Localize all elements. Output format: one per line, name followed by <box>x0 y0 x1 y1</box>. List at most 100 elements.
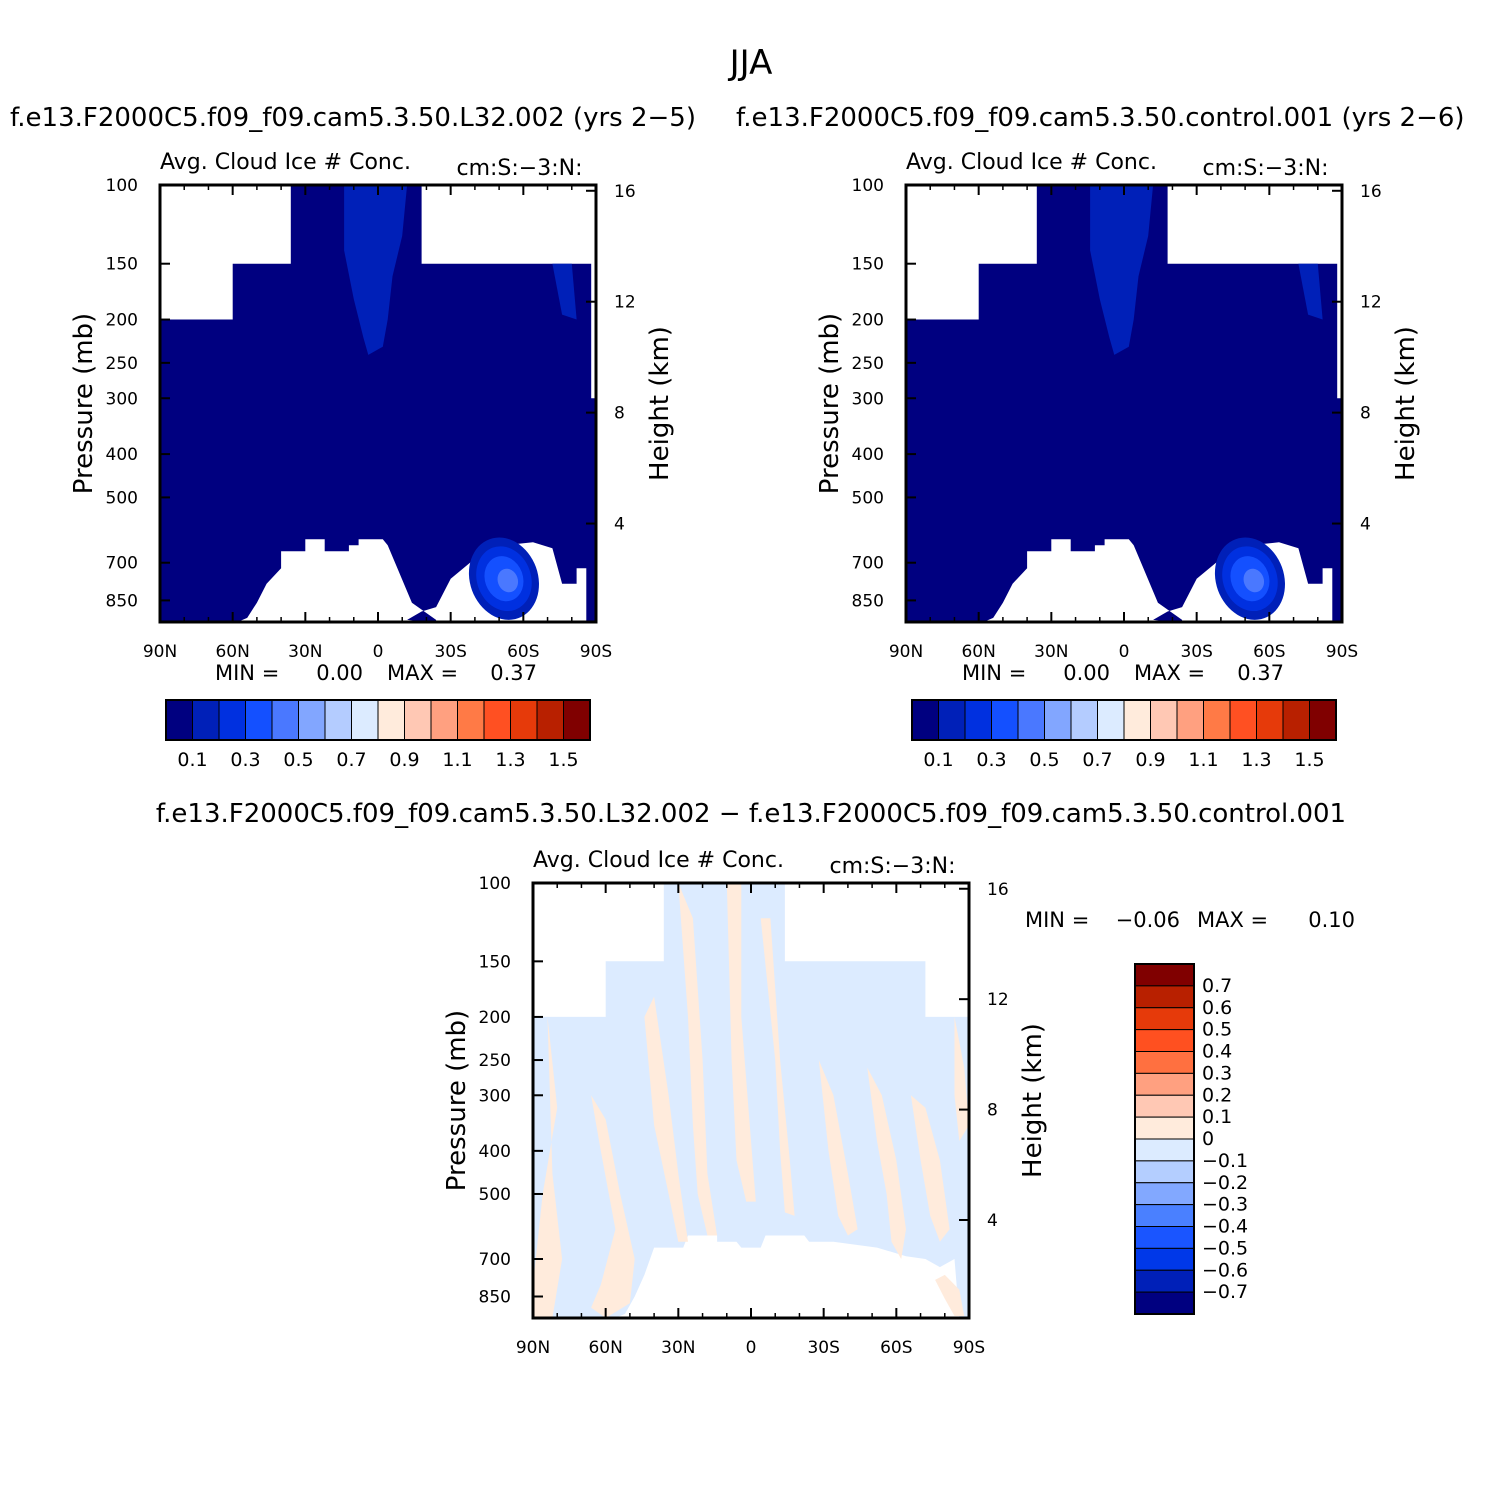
colorbar-label: 0.1 <box>1202 1106 1232 1128</box>
axes-case-2: f.e13.F2000C5.f09_f09.cam5.3.50.control.… <box>736 103 1465 662</box>
colorbar-frame <box>165 699 591 741</box>
colorbar-label: −0.1 <box>1202 1150 1248 1172</box>
max-value: 0.37 <box>1237 661 1284 685</box>
lat-tick-label: 90N <box>889 642 923 662</box>
height-tick-label: 8 <box>987 1101 998 1121</box>
height-tick-label: 4 <box>614 515 625 535</box>
pressure-tick-label: 850 <box>479 1288 511 1308</box>
colorbar-swatch <box>324 699 352 741</box>
colorbar-label: −0.2 <box>1202 1172 1248 1194</box>
lat-tick-label: 60N <box>588 1338 622 1358</box>
colorbar-label: 0.3 <box>1202 1062 1232 1084</box>
colorbar-label: 0.1 <box>923 749 953 771</box>
height-tick-label: 12 <box>614 293 636 313</box>
min-value: −0.06 <box>1116 908 1180 932</box>
colorbar-label: 0 <box>1202 1128 1214 1150</box>
pressure-tick-label: 300 <box>479 1086 511 1106</box>
colorbar-swatch <box>1256 699 1284 741</box>
max-value: 0.10 <box>1308 908 1355 932</box>
colorbar-swatch <box>911 699 939 741</box>
variable-label: Avg. Cloud Ice # Conc. <box>533 848 784 873</box>
pressure-tick-label: 500 <box>106 488 138 508</box>
colorbar-swatch <box>1134 1269 1195 1293</box>
colorbar-case-1: 0.1 0.3 0.5 0.7 0.9 1.1 1.3 1.5 <box>165 699 591 771</box>
colorbar-swatch <box>1134 1051 1195 1074</box>
colorbar-swatch <box>1134 1247 1195 1271</box>
lat-tick-label: 90N <box>516 1338 550 1358</box>
pressure-tick-label: 700 <box>852 554 884 574</box>
colorbar-swatch <box>536 699 564 741</box>
lat-tick-label: 60N <box>961 642 995 662</box>
y2-axis-label: Height (km) <box>1391 326 1421 481</box>
height-tick-label: 12 <box>987 990 1009 1010</box>
contour-fill-level-1 <box>906 185 1342 622</box>
pressure-tick-label: 400 <box>479 1142 511 1162</box>
contour-fill-positive <box>591 1095 635 1318</box>
units-label: cm:S:−3:N: <box>829 854 955 879</box>
colorbar-swatch <box>1134 1094 1195 1118</box>
colorbar-swatch <box>1134 1160 1195 1184</box>
panel-title: f.e13.F2000C5.f09_f09.cam5.3.50.L32.002 … <box>10 103 696 133</box>
colorbar-label: 1.5 <box>1294 749 1324 771</box>
y-axis-label: Pressure (mb) <box>815 313 845 494</box>
pressure-tick-label: 250 <box>852 354 884 374</box>
colorbar-swatch <box>377 699 405 741</box>
colorbar-frame <box>1134 963 1195 1315</box>
contour-fill-positive <box>678 883 718 1236</box>
units-label: cm:S:−3:N: <box>456 156 582 181</box>
pressure-tick-label: 400 <box>106 445 138 465</box>
pressure-tick-label: 500 <box>852 488 884 508</box>
colorbar-label: 0.2 <box>1202 1084 1232 1106</box>
lat-tick-label: 0 <box>1119 642 1130 662</box>
contour-fill-positive <box>726 883 756 1202</box>
pressure-tick-label: 400 <box>852 445 884 465</box>
colorbar-label: 1.5 <box>548 749 578 771</box>
lat-tick-label: 90S <box>580 642 612 662</box>
colorbar-label: 0.3 <box>230 749 260 771</box>
colorbar-swatch <box>1229 699 1257 741</box>
colorbar-label: −0.6 <box>1202 1259 1248 1281</box>
colorbar-swatch <box>1134 1138 1195 1162</box>
contour-fill-level-5 <box>1243 568 1265 593</box>
height-tick-label: 4 <box>987 1211 998 1231</box>
colorbar-swatch <box>271 699 299 741</box>
units-label: cm:S:−3:N: <box>1202 156 1328 181</box>
lat-tick-label: 30N <box>661 1338 695 1358</box>
contour-fill-level-2 <box>552 263 577 320</box>
axes-difference: f.e13.F2000C5.f09_f09.cam5.3.50.L32.002 … <box>156 799 1346 1358</box>
colorbar-swatch <box>457 699 485 741</box>
contour-fill-level-5 <box>497 568 519 593</box>
lat-tick-label: 0 <box>746 1338 757 1358</box>
lat-tick-label: 0 <box>373 642 384 662</box>
contour-fill-negative <box>533 883 969 1318</box>
colorbar-label: −0.4 <box>1202 1216 1248 1238</box>
colorbar-label: 0.7 <box>336 749 366 771</box>
lat-tick-label: 60S <box>507 642 539 662</box>
colorbar-swatch <box>1044 699 1072 741</box>
height-tick-label: 12 <box>1360 293 1382 313</box>
lat-tick-label: 60N <box>215 642 249 662</box>
colorbar-case-2: 0.1 0.3 0.5 0.7 0.9 1.1 1.3 1.5 <box>911 699 1337 771</box>
colorbar-label: −0.7 <box>1202 1281 1248 1303</box>
field-difference <box>533 883 969 1318</box>
lat-tick-label: 90S <box>953 1338 985 1358</box>
colorbar-swatch <box>510 699 538 741</box>
height-tick-label: 4 <box>1360 515 1371 535</box>
max-label: MAX = <box>1134 661 1205 685</box>
colorbar-label: 0.1 <box>177 749 207 771</box>
contour-fill-positive <box>818 1060 858 1236</box>
plot-frame <box>904 183 1344 624</box>
colorbar-swatch <box>1134 1204 1195 1227</box>
lat-tick-label: 60S <box>1253 642 1285 662</box>
colorbar-swatch <box>1134 1182 1195 1206</box>
pressure-tick-label: 700 <box>479 1250 511 1270</box>
pressure-tick-label: 100 <box>479 874 511 894</box>
colorbar-label: −0.5 <box>1202 1237 1248 1259</box>
colorbar-swatch <box>1134 1029 1195 1052</box>
colorbar-swatch <box>938 699 966 741</box>
contour-fill-positive <box>760 918 795 1216</box>
contour-fill-positive <box>644 996 688 1242</box>
max-label: MAX = <box>387 661 458 685</box>
season-title: JJA <box>728 43 773 83</box>
lat-tick-label: 90N <box>143 642 177 662</box>
